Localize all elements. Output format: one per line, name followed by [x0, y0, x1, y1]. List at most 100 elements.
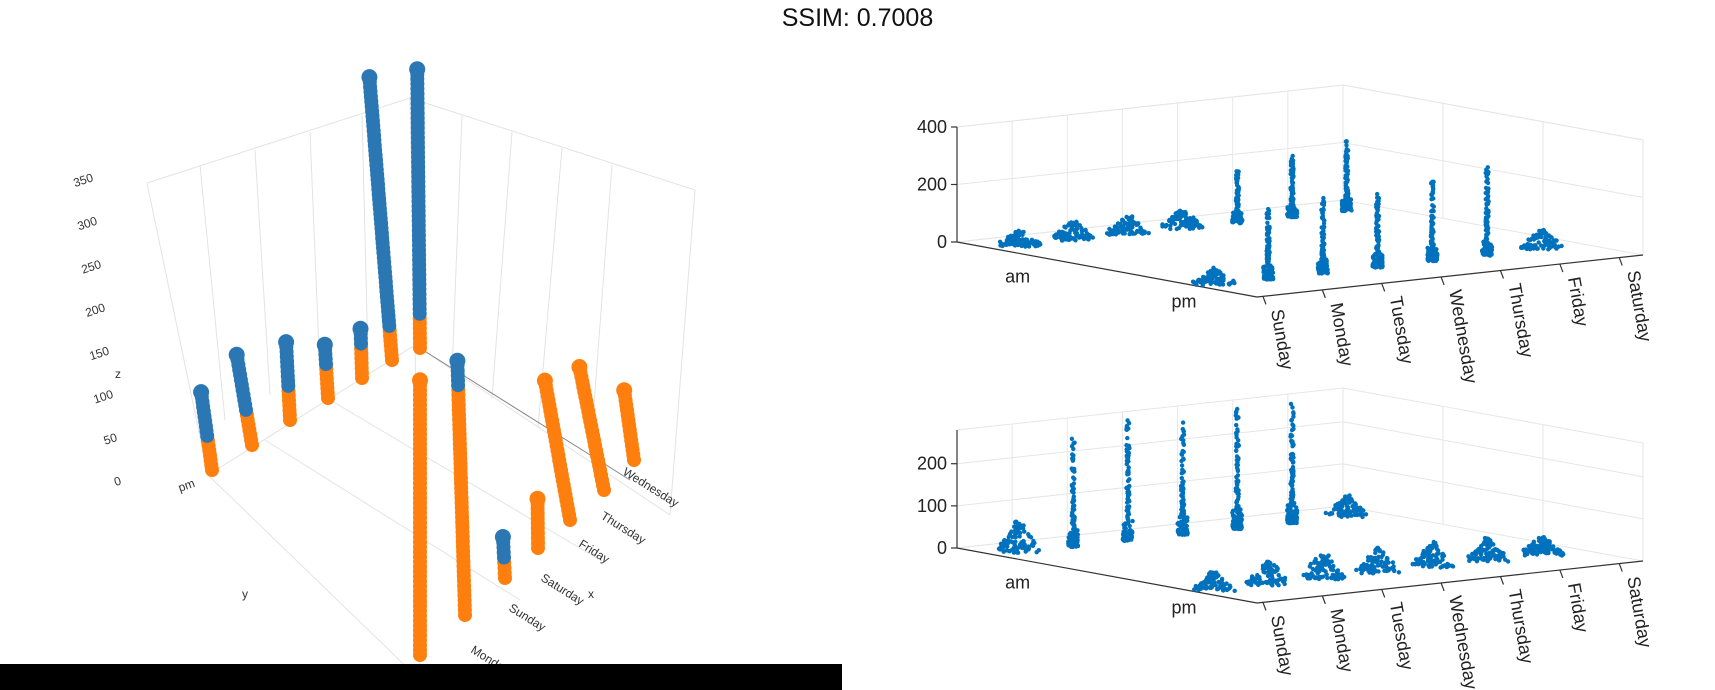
data-point [1291, 455, 1296, 460]
data-point [1107, 226, 1112, 232]
data-point [1440, 554, 1445, 559]
data-point [1234, 173, 1240, 178]
data-point [1467, 558, 1472, 563]
x-tick [1618, 257, 1623, 266]
grid-line [1342, 505, 1644, 562]
data-point [1344, 139, 1349, 144]
data-point [1373, 548, 1378, 553]
grid-line [956, 421, 1344, 465]
data-point [1289, 208, 1295, 213]
x-tick [1381, 589, 1386, 598]
data-point [1074, 231, 1080, 236]
data-point [1008, 233, 1013, 238]
data-point [1125, 516, 1130, 522]
data-point [1543, 231, 1549, 236]
distribution [1425, 179, 1440, 264]
data-point [1120, 217, 1125, 222]
data-point [1343, 497, 1349, 503]
data-point [1431, 539, 1437, 545]
distribution [1160, 208, 1205, 232]
data-point [1360, 512, 1365, 518]
data-point [1450, 564, 1456, 569]
data-point [1290, 422, 1295, 427]
data-point [1291, 414, 1296, 419]
x-tick [1618, 563, 1623, 572]
data-point [1482, 541, 1488, 546]
data-point [1345, 177, 1350, 183]
data-point [1440, 557, 1445, 562]
x-tick-label: Thursday [1505, 282, 1538, 359]
data-point [1012, 524, 1017, 529]
distribution [1323, 493, 1369, 520]
data-point [1267, 226, 1272, 231]
z-tick-label: 200 [917, 175, 947, 195]
distribution [1315, 195, 1331, 276]
grid-line [146, 182, 209, 476]
data-point [1318, 575, 1323, 580]
data-point [1207, 571, 1212, 576]
data-point [1013, 232, 1018, 238]
data-point [1029, 542, 1035, 548]
data-point [1531, 233, 1536, 238]
x-tick-label: Sunday [506, 601, 548, 634]
y-tick-label: am [1005, 267, 1030, 287]
data-point [1351, 503, 1357, 508]
data-point [1349, 497, 1354, 502]
data-point [1430, 543, 1435, 548]
data-point [1070, 489, 1076, 495]
data-point [1382, 561, 1388, 566]
data-point [1180, 222, 1185, 227]
left-chart-grid [146, 97, 696, 681]
data-point [1187, 226, 1193, 231]
data-point [1331, 563, 1336, 569]
data-point [1288, 502, 1293, 507]
data-point [1526, 237, 1531, 242]
data-point [1541, 246, 1546, 251]
data-point [1135, 222, 1140, 227]
z-tick-label: 250 [80, 257, 104, 277]
x-tick [1499, 576, 1505, 585]
data-point [1531, 237, 1537, 242]
data-point [1079, 232, 1085, 237]
data-point [1375, 250, 1381, 256]
data-point [1344, 143, 1349, 148]
data-point [1349, 208, 1354, 213]
z-tick-label: 300 [76, 214, 100, 234]
data-point [1380, 263, 1385, 269]
data-point [1289, 175, 1295, 181]
data-point [1124, 425, 1130, 430]
data-point [1122, 525, 1127, 531]
data-column [352, 320, 369, 385]
data-point [1373, 229, 1379, 234]
data-point [1430, 558, 1435, 564]
data-point [1485, 559, 1490, 564]
data-point [1550, 546, 1556, 551]
data-column [529, 490, 546, 555]
data-point [1125, 469, 1131, 474]
data-point [1433, 560, 1439, 565]
data-point [1086, 237, 1091, 242]
data-point [1125, 435, 1130, 441]
data-point [1420, 562, 1426, 567]
grid-line [309, 131, 321, 376]
data-point [1235, 473, 1241, 478]
z-tick-label: 0 [112, 473, 123, 488]
data-point [1126, 222, 1131, 227]
data-point [1552, 550, 1557, 555]
data-point [529, 490, 546, 507]
x-tick [1321, 289, 1326, 299]
data-point [1183, 224, 1189, 229]
data-point [1429, 209, 1434, 214]
data-point [1428, 239, 1434, 244]
data-point [1289, 179, 1295, 184]
data-point [1433, 254, 1439, 259]
data-point [1481, 239, 1486, 244]
data-point [616, 382, 633, 399]
data-point [1320, 216, 1326, 221]
z-axis-label: z [115, 367, 121, 381]
grid-line [1342, 142, 1644, 198]
data-point [1071, 446, 1076, 452]
data-point [1484, 219, 1489, 225]
data-point [1230, 522, 1235, 527]
x-tick-label: Saturday [1623, 269, 1655, 343]
